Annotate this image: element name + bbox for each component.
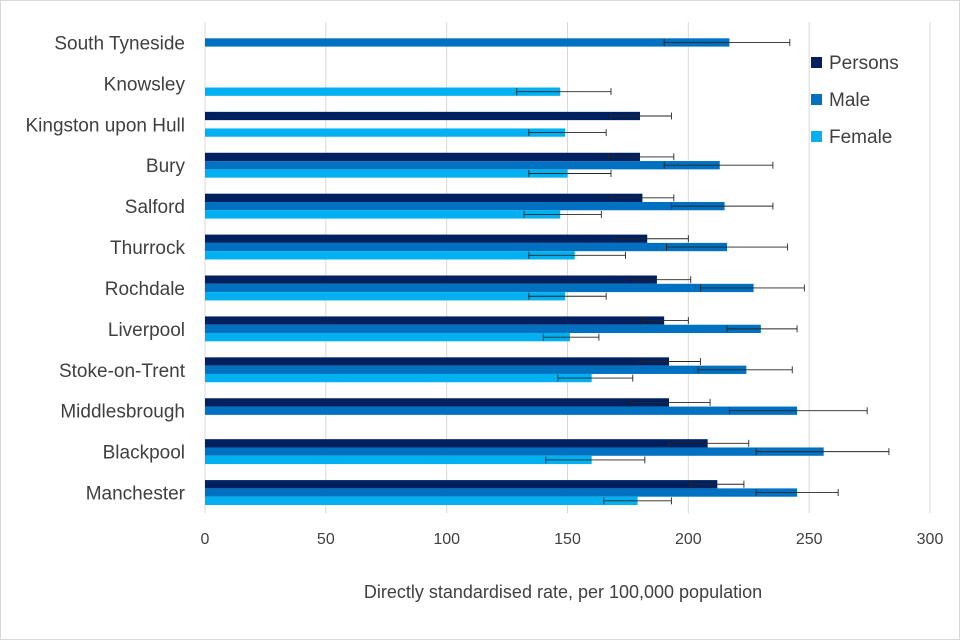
bar-female-8 — [205, 373, 592, 383]
category-label: Knowsley — [104, 74, 186, 95]
legend: Persons Male Female — [811, 53, 899, 148]
bar-persons-6 — [205, 275, 657, 284]
bar-persons-2 — [205, 111, 640, 121]
bar-female-10 — [205, 455, 592, 465]
error-bar-persons-5 — [612, 235, 689, 243]
bar-persons-10 — [205, 439, 708, 448]
gridlines — [204, 22, 931, 513]
category-label: Stoke-on-Trent — [59, 361, 186, 382]
error-bar-persons-8 — [639, 357, 701, 365]
bar-male-5 — [205, 242, 727, 252]
category-label: Liverpool — [108, 320, 185, 341]
bar-female-6 — [205, 292, 566, 301]
category-label: Rochdale — [105, 279, 185, 300]
error-bar-male-9 — [728, 407, 868, 415]
bar-male-9 — [205, 406, 798, 415]
category-label: Kingston upon Hull — [26, 115, 186, 136]
x-tick-label: 50 — [317, 531, 335, 548]
x-tick-label: 200 — [675, 531, 702, 548]
error-bar-female-4 — [523, 210, 602, 218]
x-tick-label: 250 — [796, 531, 823, 548]
bar-male-4 — [205, 201, 725, 211]
legend-label-male: Male — [829, 90, 870, 111]
bar-persons-3 — [205, 152, 640, 162]
error-bar-persons-7 — [641, 317, 689, 325]
x-tick-label: 300 — [917, 531, 944, 548]
category-label: South Tyneside — [54, 33, 185, 54]
error-bar-persons-3 — [608, 153, 675, 161]
category-label: Blackpool — [103, 443, 185, 464]
bar-persons-5 — [205, 234, 648, 243]
bar-male-6 — [205, 283, 754, 293]
x-axis-title: Directly standardised rate, per 100,000 … — [364, 582, 762, 602]
error-bar-female-10 — [545, 456, 646, 464]
error-bar-female-8 — [557, 374, 634, 382]
bar-persons-11 — [205, 480, 718, 489]
error-bar-male-3 — [663, 161, 774, 169]
error-bar-persons-10 — [668, 439, 750, 447]
error-bar-female-5 — [528, 251, 626, 259]
bar-male-3 — [205, 161, 720, 170]
error-bar-male-7 — [726, 325, 798, 333]
bar-persons-9 — [205, 398, 669, 407]
legend-label-persons: Persons — [829, 53, 899, 74]
bar-male-8 — [205, 365, 747, 374]
x-tick-label: 0 — [201, 531, 210, 548]
error-bar-persons-4 — [610, 194, 675, 202]
error-bar-female-1 — [516, 88, 612, 96]
error-bar-male-6 — [699, 284, 805, 292]
error-bar-female-2 — [528, 129, 607, 137]
legend-swatch-persons — [811, 57, 822, 68]
error-bar-persons-6 — [625, 276, 692, 284]
legend-label-female: Female — [829, 127, 892, 148]
legend-swatch-male — [811, 94, 822, 105]
error-bar-male-4 — [670, 202, 774, 210]
error-bar-persons-9 — [629, 398, 711, 406]
legend-swatch-female — [811, 131, 822, 142]
bar-female-7 — [205, 333, 570, 342]
x-tick-labels: 0 50 100 150 200 250 300 — [201, 531, 944, 548]
error-bar-male-5 — [666, 243, 788, 251]
category-label: Thurrock — [110, 238, 185, 259]
error-bar-female-6 — [528, 292, 607, 300]
category-label: Bury — [146, 156, 186, 177]
bar-female-4 — [205, 210, 561, 219]
bar-persons-4 — [205, 193, 643, 202]
error-bar-female-7 — [542, 333, 600, 341]
bar-female-5 — [205, 251, 575, 260]
error-bars — [516, 38, 890, 505]
bar-female-3 — [205, 169, 568, 178]
x-tick-label: 150 — [554, 531, 581, 548]
error-bar-male-8 — [697, 366, 793, 374]
error-bar-persons-2 — [610, 112, 672, 120]
category-label: Salford — [125, 197, 185, 218]
bar-male-11 — [205, 488, 798, 497]
bar-female-11 — [205, 496, 638, 505]
category-label: Manchester — [86, 484, 186, 505]
error-bar-female-11 — [603, 497, 672, 505]
error-bar-persons-11 — [690, 480, 745, 488]
bar-male-0 — [205, 38, 730, 47]
error-bar-male-11 — [755, 489, 839, 497]
error-bar-female-3 — [528, 170, 612, 178]
category-label: Middlesbrough — [60, 402, 185, 423]
error-bar-male-10 — [755, 448, 890, 456]
bar-male-10 — [205, 447, 824, 456]
category-labels: South Tyneside Knowsley Kingston upon Hull… — [26, 33, 186, 504]
bar-persons-8 — [205, 357, 669, 366]
bars — [205, 38, 824, 505]
bar-female-1 — [205, 87, 561, 96]
x-tick-label: 100 — [433, 531, 460, 548]
error-bar-male-0 — [663, 38, 791, 46]
bar-female-2 — [205, 128, 566, 137]
bar-male-7 — [205, 324, 761, 334]
bar-persons-7 — [205, 316, 665, 325]
